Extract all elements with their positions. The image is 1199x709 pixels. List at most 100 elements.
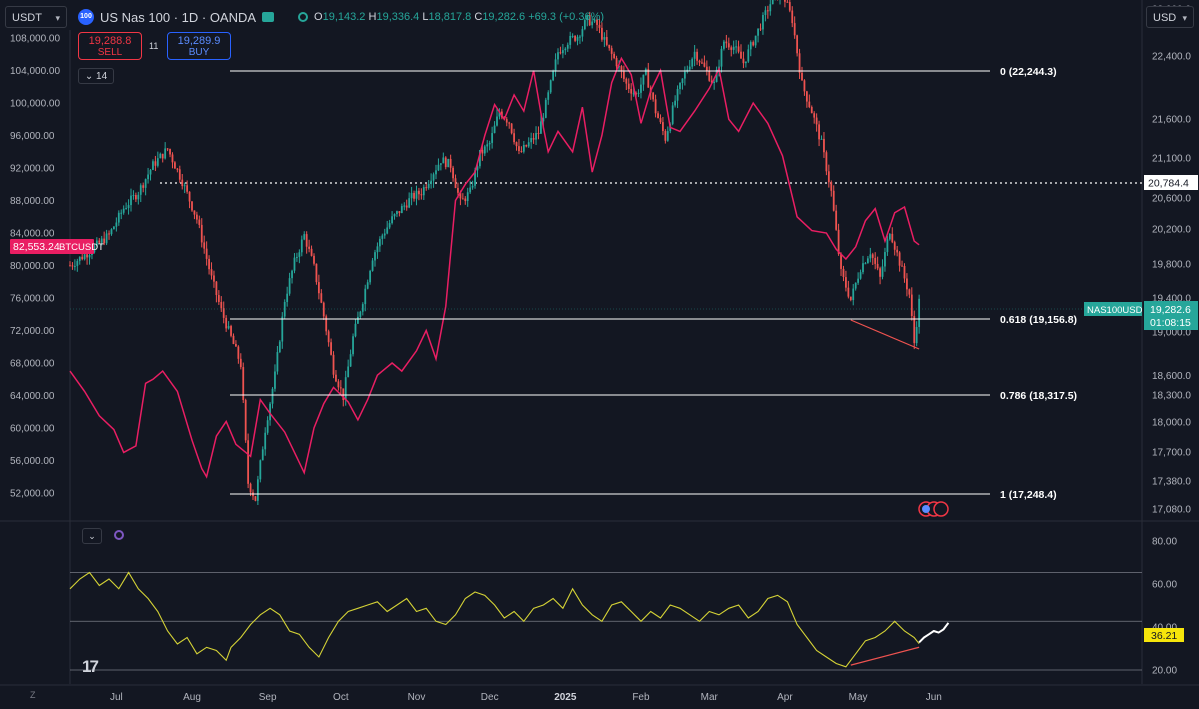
candle <box>413 190 415 202</box>
candle <box>171 152 174 169</box>
candle <box>215 281 218 303</box>
candle <box>903 263 906 283</box>
candle <box>93 243 96 254</box>
rsi-settings-icon[interactable] <box>114 530 124 540</box>
right-axis-tick-label: 18,300.0 <box>1152 391 1191 402</box>
candle <box>591 16 594 29</box>
candle <box>469 180 472 194</box>
candle <box>583 18 586 31</box>
candle <box>830 180 833 197</box>
rsi-projection-curve[interactable] <box>918 622 950 644</box>
candle <box>320 289 323 304</box>
left-axis-tick-label: 76,000.00 <box>10 294 55 305</box>
candle <box>915 321 918 347</box>
symbol-legend: 100 US Nas 100 · 1D · OANDA O19,143.2 H1… <box>78 8 604 26</box>
candle <box>571 33 574 39</box>
candle <box>840 252 842 276</box>
candle <box>813 111 816 124</box>
tradingview-logo[interactable]: 17 <box>82 657 99 676</box>
candle <box>788 0 791 13</box>
candle <box>747 44 750 63</box>
candle <box>313 253 315 266</box>
candle <box>400 203 403 214</box>
candle <box>300 235 303 257</box>
candle <box>896 245 899 257</box>
spread-value: 11 <box>149 41 159 51</box>
candle <box>532 133 535 144</box>
candle <box>522 140 525 154</box>
buy-button[interactable]: 19,289.9 BUY <box>167 32 231 60</box>
candle <box>801 66 803 81</box>
rsi-divergence-line[interactable] <box>850 646 920 666</box>
candle <box>888 233 891 241</box>
sell-price: 19,288.8 <box>88 35 132 47</box>
candle <box>674 95 677 108</box>
candle <box>864 262 867 265</box>
candle <box>691 57 694 70</box>
symbol-title[interactable]: US Nas 100 · 1D · OANDA <box>100 9 257 25</box>
symbol-logo-icon: 100 <box>78 9 94 25</box>
rsi-collapse-button[interactable]: ⌄ <box>82 528 102 544</box>
candle <box>730 45 733 57</box>
reference-price-tag: 20,784.4 <box>1144 175 1198 190</box>
candle <box>271 387 274 409</box>
candle <box>408 192 411 209</box>
candle <box>405 199 408 211</box>
time-axis-label: Sep <box>259 692 277 703</box>
candle <box>388 219 391 230</box>
candle <box>359 310 362 320</box>
btc-price-tag: 82,553.24 BTCUSDT <box>10 239 104 254</box>
nas-last-value: 19,282.6 <box>1150 304 1191 316</box>
candle <box>535 126 537 146</box>
candle <box>322 301 325 320</box>
candle <box>310 245 313 257</box>
left-currency-label: USDT <box>12 12 42 24</box>
candle <box>705 60 708 76</box>
nas100-candles[interactable] <box>69 0 921 505</box>
btc-last-value: 82,553.24 <box>13 241 60 253</box>
candle <box>100 235 103 246</box>
left-axis-tick-label: 80,000.00 <box>10 261 55 272</box>
candle <box>125 202 128 210</box>
candle <box>815 113 818 132</box>
left-axis-tick-label: 52,000.00 <box>10 489 55 500</box>
candle <box>403 202 406 211</box>
candle <box>574 35 576 43</box>
time-axis-label: Jun <box>926 692 942 703</box>
candle <box>620 65 623 79</box>
left-axis-tick-label: 96,000.00 <box>10 131 55 142</box>
candle <box>422 184 425 201</box>
candle <box>488 140 491 151</box>
candle <box>339 380 342 396</box>
sell-button[interactable]: 19,288.8 SELL <box>78 32 142 60</box>
price-divergence-line[interactable] <box>850 319 920 350</box>
right-currency-dropdown[interactable]: USD ▾ <box>1146 6 1194 28</box>
zoom-reset-button[interactable]: Z <box>30 690 36 700</box>
left-currency-dropdown[interactable]: USDT ▾ <box>5 6 67 28</box>
economic-events-icon[interactable] <box>918 501 949 517</box>
market-status-icon[interactable] <box>298 12 309 22</box>
candle <box>796 34 799 57</box>
visibility-icon[interactable] <box>262 12 275 22</box>
candle <box>181 173 184 190</box>
candle <box>786 0 789 3</box>
candle <box>683 66 686 86</box>
candle <box>178 165 181 183</box>
candle <box>847 280 850 299</box>
candle <box>437 158 440 172</box>
candle <box>122 205 125 215</box>
candle <box>759 23 762 31</box>
fib-level-label: 0 (22,244.3) <box>1000 66 1057 78</box>
candle <box>327 329 330 347</box>
candle <box>874 252 877 270</box>
candle <box>439 163 442 171</box>
candle <box>349 349 352 367</box>
candle <box>630 83 633 101</box>
candle <box>505 117 508 127</box>
candle <box>566 42 569 52</box>
time-axis-label: Mar <box>701 692 719 703</box>
rsi-line[interactable] <box>69 571 920 668</box>
indicators-toggle[interactable]: ⌄ 14 <box>78 68 114 84</box>
btcusdt-line[interactable] <box>69 56 920 479</box>
